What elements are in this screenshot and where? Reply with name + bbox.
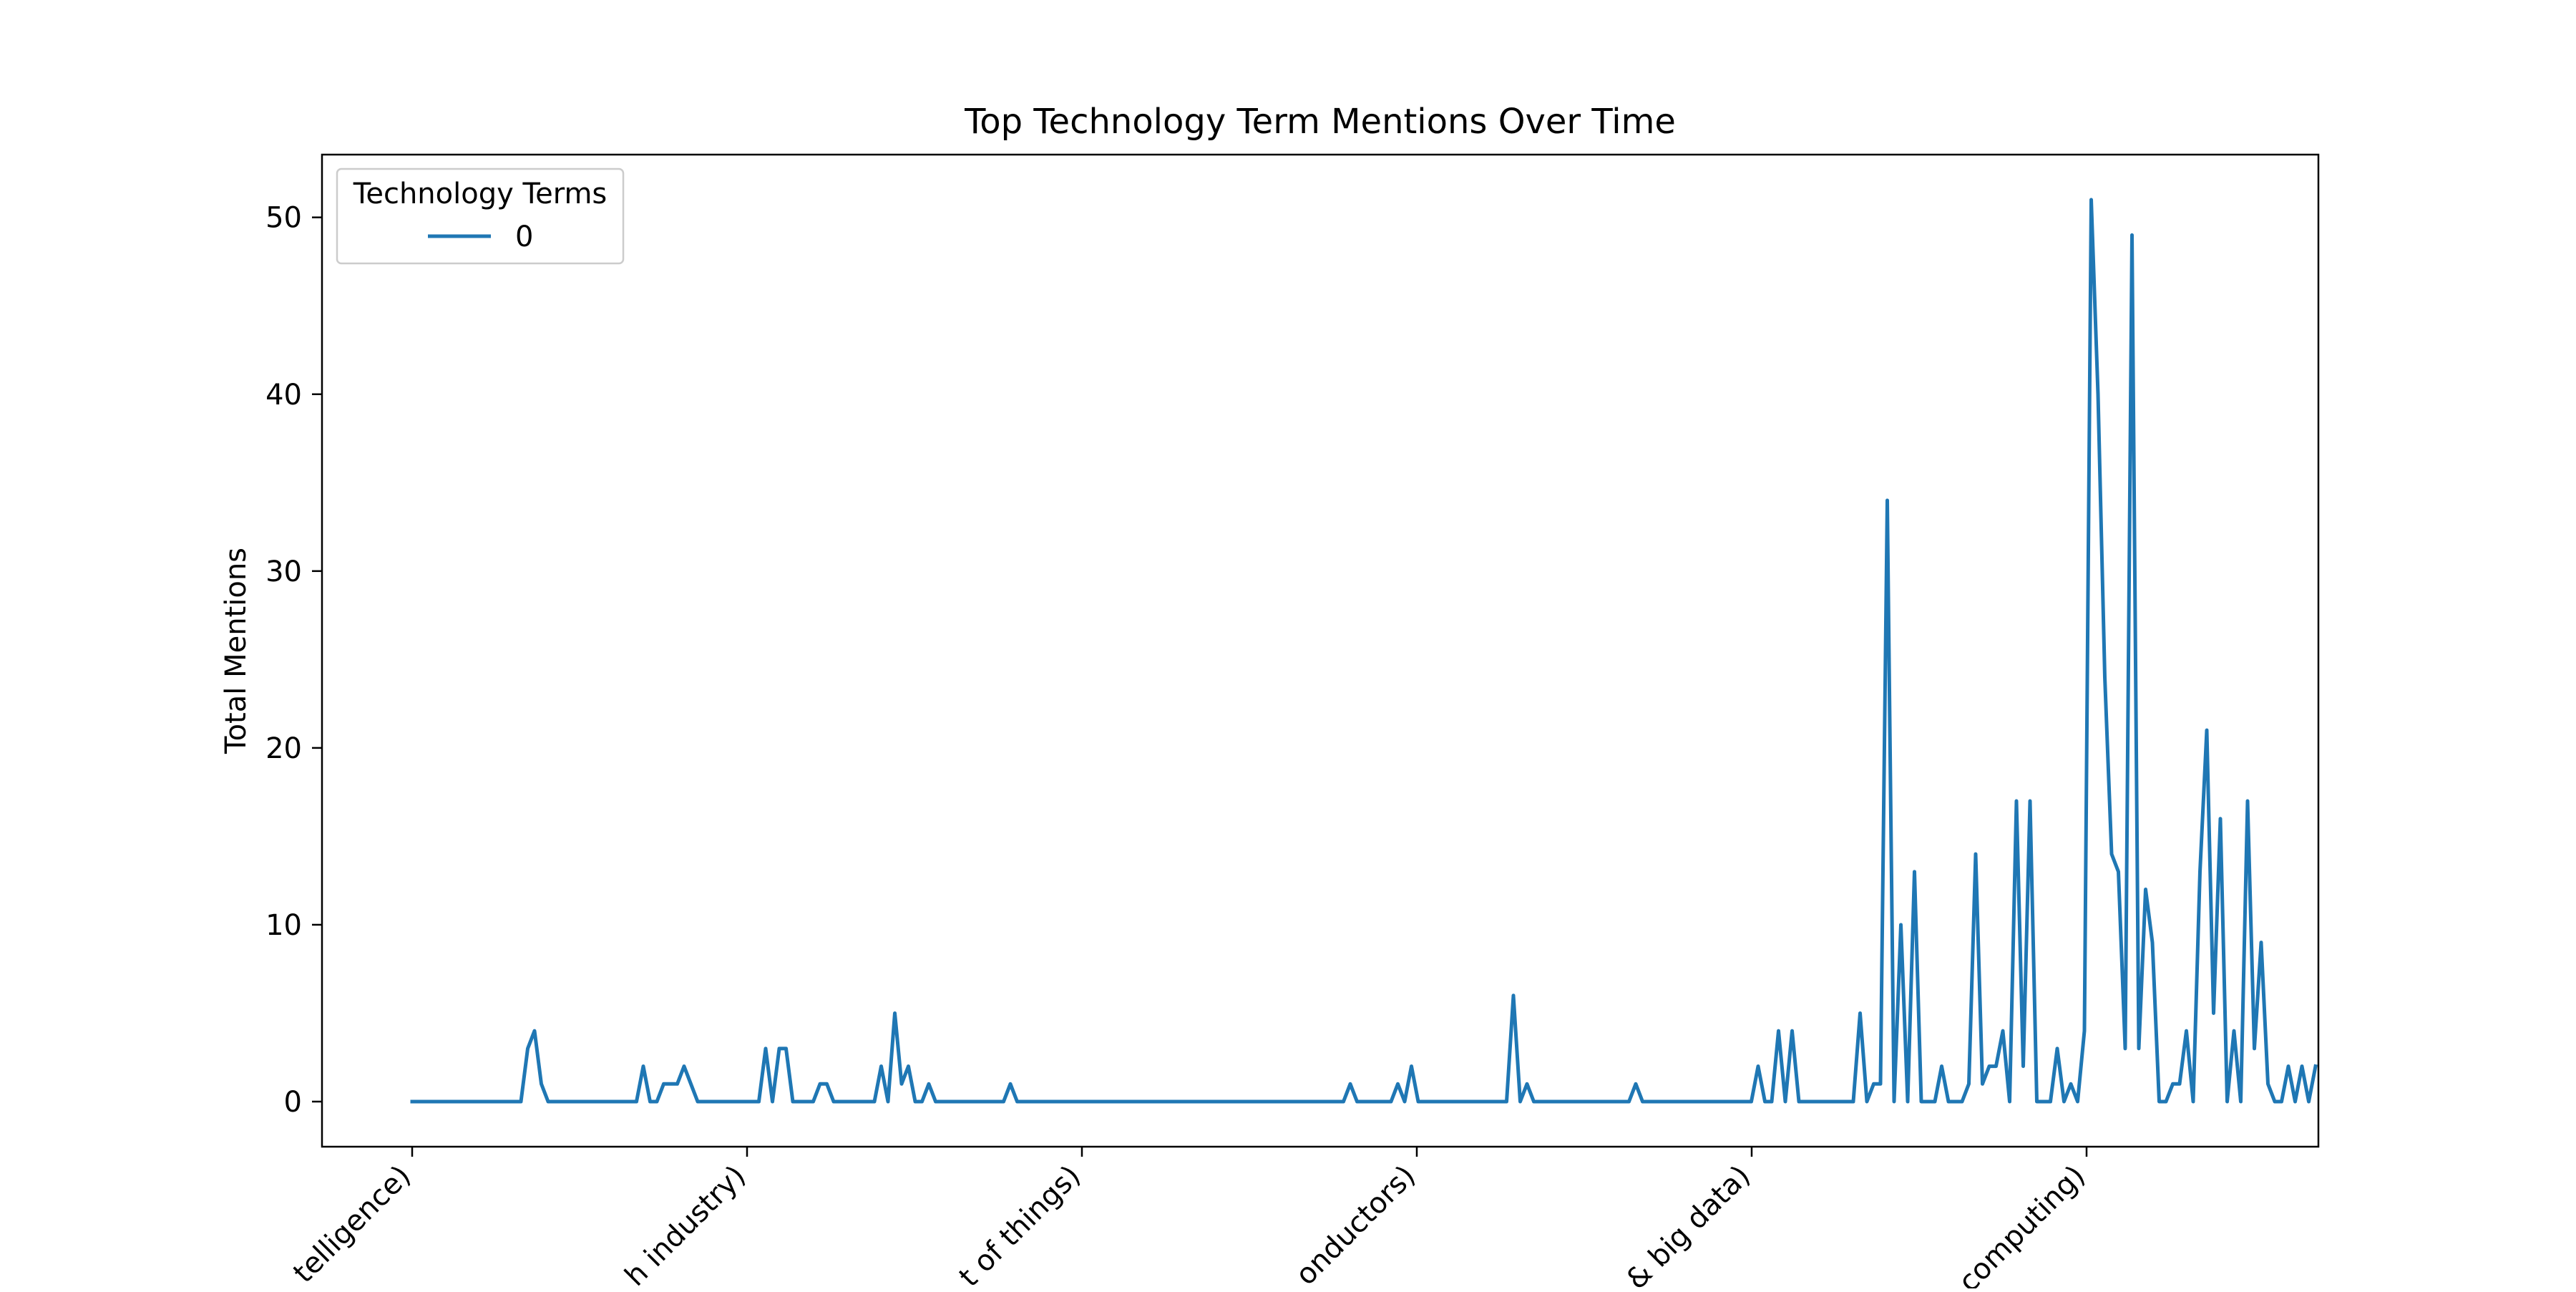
y-tick-label: 30 (265, 555, 302, 588)
y-axis-label: Total Mentions (220, 548, 253, 754)
y-tick-label: 20 (265, 732, 302, 765)
legend-entry-label: 0 (515, 220, 533, 253)
y-tick-label: 40 (265, 379, 302, 412)
chart-title: Top Technology Term Mentions Over Time (964, 102, 1676, 142)
y-tick-label: 10 (265, 909, 302, 942)
y-tick-label: 0 (284, 1086, 302, 1119)
y-tick-label: 50 (265, 202, 302, 235)
legend-title: Technology Terms (353, 178, 608, 210)
legend: Technology Terms 0 (337, 169, 623, 263)
